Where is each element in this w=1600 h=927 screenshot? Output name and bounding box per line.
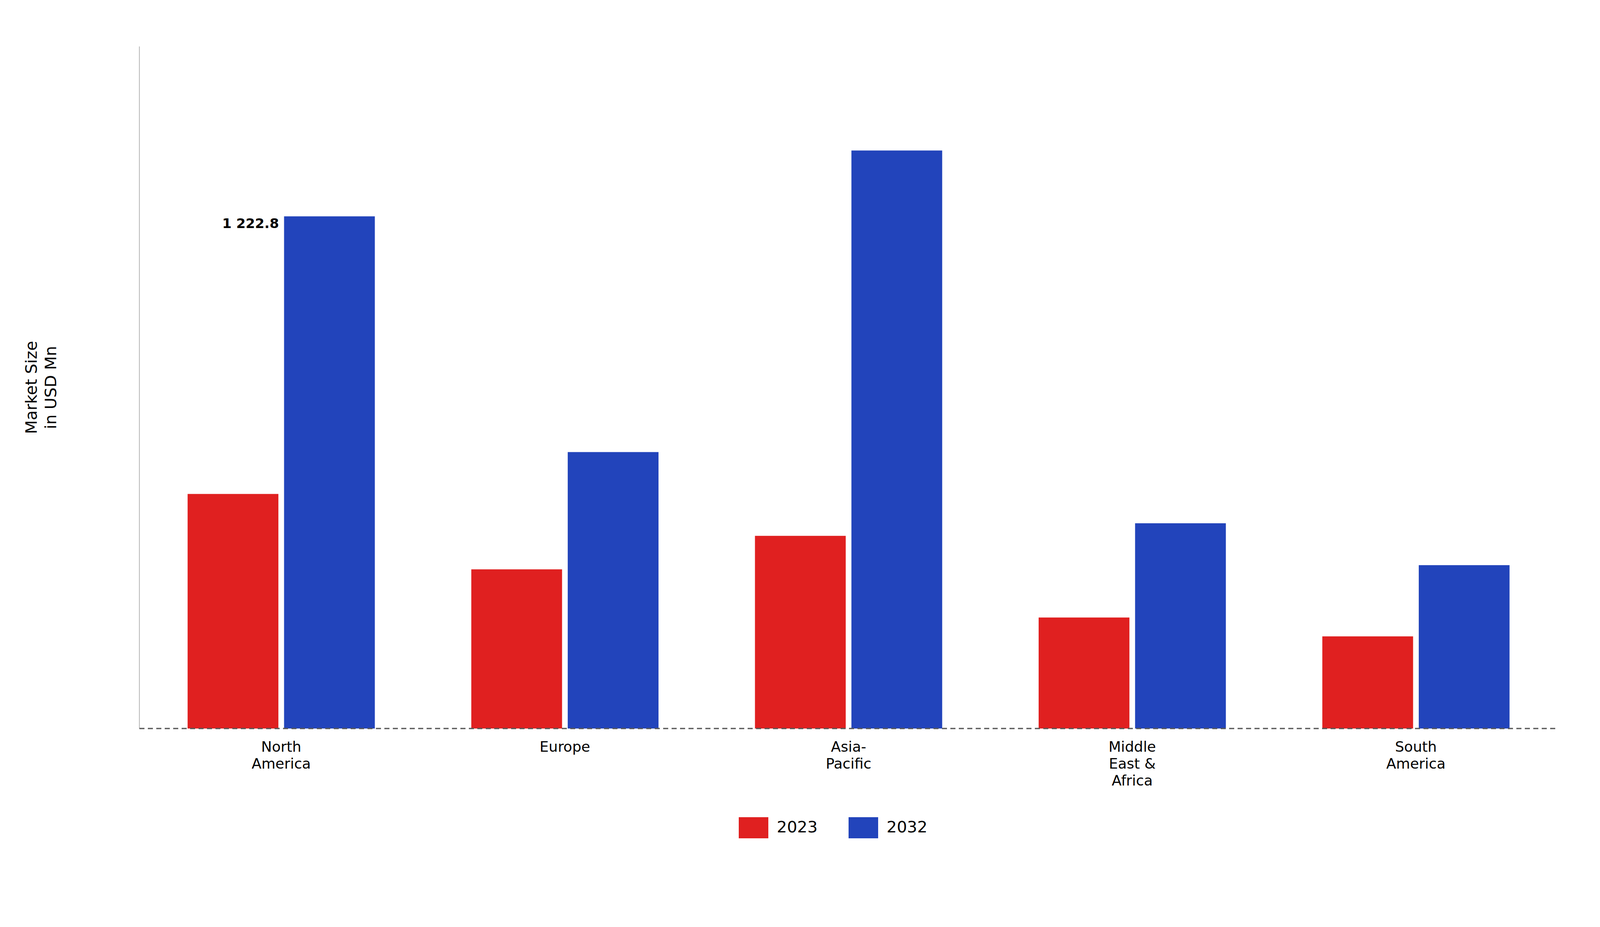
y-axis-line [138,46,140,729]
chart: 1 222.8 NorthAmerica Europe Asia-Pacific Mid… [0,0,1600,927]
bar [1322,636,1414,729]
category-label: Asia-Pacific [825,738,872,773]
baseline [139,728,1558,730]
bar [567,451,659,729]
bars [187,150,1510,729]
y-axis-label: Market Sizein USD Mn [21,340,60,435]
bar [1418,565,1510,729]
category-label: NorthAmerica [251,738,311,773]
legend-label: 2023 [776,817,818,837]
category-label: Europe [539,738,591,756]
bar [1038,617,1130,729]
bar [471,569,563,729]
data-label: 1 222.8 [222,215,280,232]
category-label: SouthAmerica [1386,738,1446,773]
legend: 2023 2032 [738,817,928,839]
bar [754,536,846,729]
bar [1134,523,1226,729]
legend-swatch [738,817,769,839]
bar [284,216,376,729]
bar [851,150,943,729]
category-label: MiddleEast &Africa [1108,738,1156,790]
legend-swatch [848,817,879,839]
legend-label: 2032 [886,817,928,837]
bar [187,494,279,729]
